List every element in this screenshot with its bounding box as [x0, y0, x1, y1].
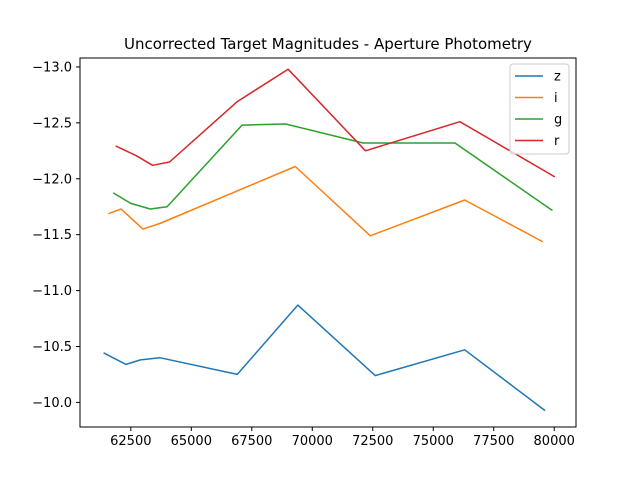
series-line-g — [112, 123, 553, 212]
series-line-z — [103, 304, 546, 412]
y-axis-ticks: −13.0 −12.5 −12.0 −11.5 −11.0 −10.5 −10.0 — [32, 60, 80, 411]
legend-label-g: g — [554, 113, 562, 128]
y-tick-label: −13.0 — [32, 60, 72, 75]
y-tick-label: −12.5 — [32, 116, 72, 131]
legend-label-z: z — [554, 70, 561, 85]
x-tick-label: 62500 — [110, 434, 151, 449]
legend-label-i: i — [554, 91, 558, 106]
y-tick-label: −10.0 — [32, 396, 72, 411]
chart-title: Uncorrected Target Magnitudes - Aperture… — [124, 35, 532, 53]
x-tick-label: 75000 — [413, 434, 454, 449]
y-tick-label: −11.0 — [32, 284, 72, 299]
x-tick-label: 72500 — [352, 434, 393, 449]
x-tick-label: 80000 — [534, 434, 575, 449]
series-line-r — [115, 68, 556, 178]
y-tick-label: −11.5 — [32, 228, 72, 243]
y-tick-label: −12.0 — [32, 172, 72, 187]
x-tick-label: 77500 — [473, 434, 514, 449]
plot-frame — [79, 57, 577, 428]
x-tick-label: 70000 — [292, 434, 333, 449]
x-axis-ticks: 62500 65000 67500 70000 72500 75000 77500 80000 — [110, 427, 575, 449]
series-line-i — [108, 165, 544, 243]
series-lines — [103, 68, 556, 412]
x-tick-label: 67500 — [231, 434, 272, 449]
legend-box — [509, 63, 570, 155]
x-tick-label: 65000 — [171, 434, 212, 449]
legend-label-r: r — [554, 134, 560, 149]
y-tick-label: −10.5 — [32, 340, 72, 355]
